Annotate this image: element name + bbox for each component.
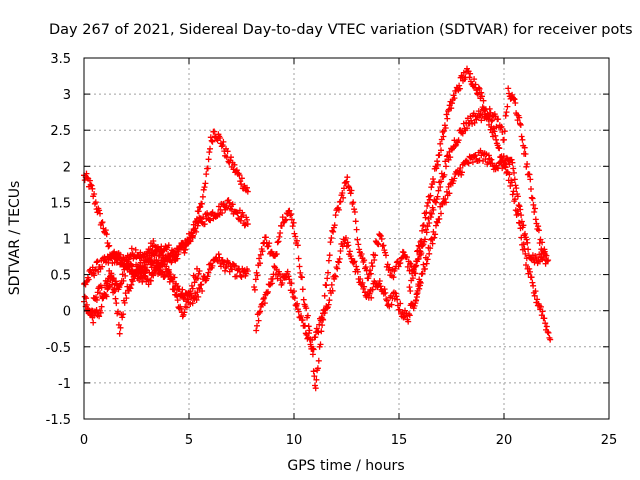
y-tick-label: 3 [63,88,71,103]
x-axis-label: GPS time / hours [287,458,404,474]
x-tick-label: 25 [601,433,618,448]
y-tick-label: -1.5 [46,413,71,428]
series-trace-6 [253,235,423,353]
series-trace-7 [406,65,554,343]
y-axis-label: SDTVAR / TECUs [7,181,23,296]
x-tick-label: 5 [185,433,193,448]
series-trace-8 [412,147,552,304]
chart-title: Day 267 of 2021, Sidereal Day-to-day VTE… [49,22,633,38]
series-markers [417,85,549,264]
y-tick-label: 1.5 [50,196,71,211]
x-tick-label: 15 [391,433,408,448]
x-tick-label: 0 [80,433,88,448]
series-trace-4 [83,244,203,320]
series-markers [253,235,423,353]
series-trace-9 [417,85,549,264]
series-trace-1 [81,128,251,270]
y-tick-label: 1 [63,233,71,248]
x-tick-labels: 0 5 10 15 20 25 [80,433,617,448]
y-tick-label: 2 [63,160,71,175]
y-tick-label: 0.5 [50,269,71,284]
y-tick-label: -1 [58,377,71,392]
axis-ticks [83,57,610,420]
y-tick-label: 3.5 [50,52,71,67]
y-tick-label: 0 [63,305,71,320]
x-tick-label: 10 [286,433,303,448]
y-tick-labels: -1.5 -1 -0.5 0 0.5 1 1.5 2 2.5 3 3.5 [46,52,71,428]
series-markers [83,244,203,320]
y-tick-label: 2.5 [50,124,71,139]
series-markers [412,147,552,304]
series-markers [406,65,554,343]
x-tick-label: 20 [496,433,513,448]
data-points [81,65,554,392]
series-markers [81,128,251,270]
y-tick-label: -0.5 [46,341,71,356]
